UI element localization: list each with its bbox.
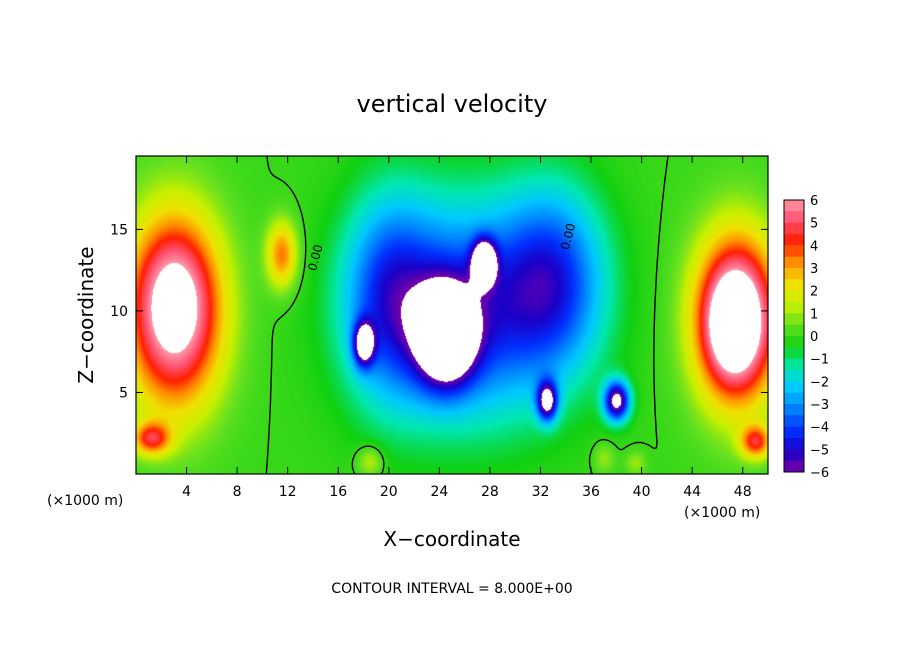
colorbar-tick-label: 5 <box>810 217 818 232</box>
colorbar-swatch <box>784 392 804 405</box>
colorbar-swatch <box>784 426 804 439</box>
x-tick-label: 32 <box>532 484 550 500</box>
colorbar-swatch <box>784 200 804 212</box>
y-tick-label: 15 <box>110 222 128 238</box>
velocity-field-heatmap <box>136 156 768 474</box>
colorbar-swatch <box>784 222 804 235</box>
x-tick-label: 24 <box>430 484 448 500</box>
colorbar-swatch <box>784 256 804 269</box>
colorbar-swatch <box>784 313 804 326</box>
colorbar-tick-label: −1 <box>810 353 829 368</box>
colorbar-tick-label: −2 <box>810 375 829 390</box>
colorbar-tick-label: −3 <box>810 398 829 413</box>
colorbar-swatch <box>784 211 804 224</box>
colorbar-swatch <box>784 358 804 371</box>
y-axis-label: Z−coordinate <box>74 246 98 383</box>
colorbar-swatch <box>784 370 804 382</box>
colorbar-swatch <box>784 460 804 473</box>
x-axis-ticks: 4 8 12 16 20 24 28 32 36 40 44 48 <box>182 156 752 500</box>
x-tick-label: 36 <box>582 484 600 500</box>
x-tick-label: 4 <box>182 484 191 500</box>
contour-interval-note: CONTOUR INTERVAL = 8.000E+00 <box>331 581 572 597</box>
x-tick-label: 44 <box>683 484 701 500</box>
colorbar-tick-label: −6 <box>810 466 829 481</box>
y-tick-label: 10 <box>110 304 128 320</box>
x-tick-label: 40 <box>633 484 651 500</box>
colorbar-swatch <box>784 302 804 314</box>
x-unit-label-right: (×1000 m) <box>684 505 760 521</box>
y-axis-ticks: 5 10 15 <box>110 222 768 401</box>
plot-frame <box>135 155 769 475</box>
colorbar-swatch <box>784 324 804 337</box>
colorbar-swatch <box>784 290 804 303</box>
y-tick-label: 5 <box>119 385 128 401</box>
chart-title: vertical velocity <box>357 90 548 118</box>
x-axis-label: X−coordinate <box>383 527 520 551</box>
colorbar-tick-label: 0 <box>810 330 818 345</box>
colorbar-frame <box>783 199 805 473</box>
colorbar-tick-label: 6 <box>810 194 818 209</box>
colorbar-tick-label: −5 <box>810 443 829 458</box>
colorbar-swatch <box>784 279 804 292</box>
colorbar-tick-label: 1 <box>810 307 818 322</box>
colorbar-swatch <box>784 404 804 416</box>
colorbar-tick-label: 2 <box>810 285 818 300</box>
colorbar-tick-label: 4 <box>810 239 818 254</box>
x-tick-label: 12 <box>279 484 297 500</box>
colorbar-ticks: 6 5 4 3 2 1 0 −1 −2 −3 −4 −5 −6 <box>810 194 829 481</box>
colorbar-swatch <box>784 268 804 280</box>
plot-area: 0.00 0.00 <box>135 155 769 475</box>
colorbar-swatch <box>784 381 804 394</box>
x-tick-label: 8 <box>233 484 242 500</box>
colorbar-swatch <box>784 245 804 258</box>
colorbar-swatch <box>784 449 804 462</box>
colorbar-swatch <box>784 415 804 428</box>
zero-contour-path <box>265 155 669 474</box>
colorbar-swatch <box>784 347 804 360</box>
colorbar-swatch <box>784 336 804 348</box>
x-unit-label: (×1000 m) <box>47 493 123 509</box>
zero-contour-lines: 0.00 0.00 <box>265 155 669 474</box>
x-tick-label: 48 <box>734 484 752 500</box>
colorbar <box>783 199 805 473</box>
x-tick-label: 28 <box>481 484 499 500</box>
x-tick-label: 20 <box>380 484 398 500</box>
colorbar-swatch <box>784 234 804 246</box>
colorbar-tick-label: −4 <box>810 421 829 436</box>
colorbar-tick-label: 3 <box>810 262 818 277</box>
colorbar-swatch <box>784 438 804 450</box>
contour-label-2: 0.00 <box>558 222 578 251</box>
x-tick-label: 16 <box>329 484 347 500</box>
contour-label-1: 0.00 <box>305 243 325 272</box>
